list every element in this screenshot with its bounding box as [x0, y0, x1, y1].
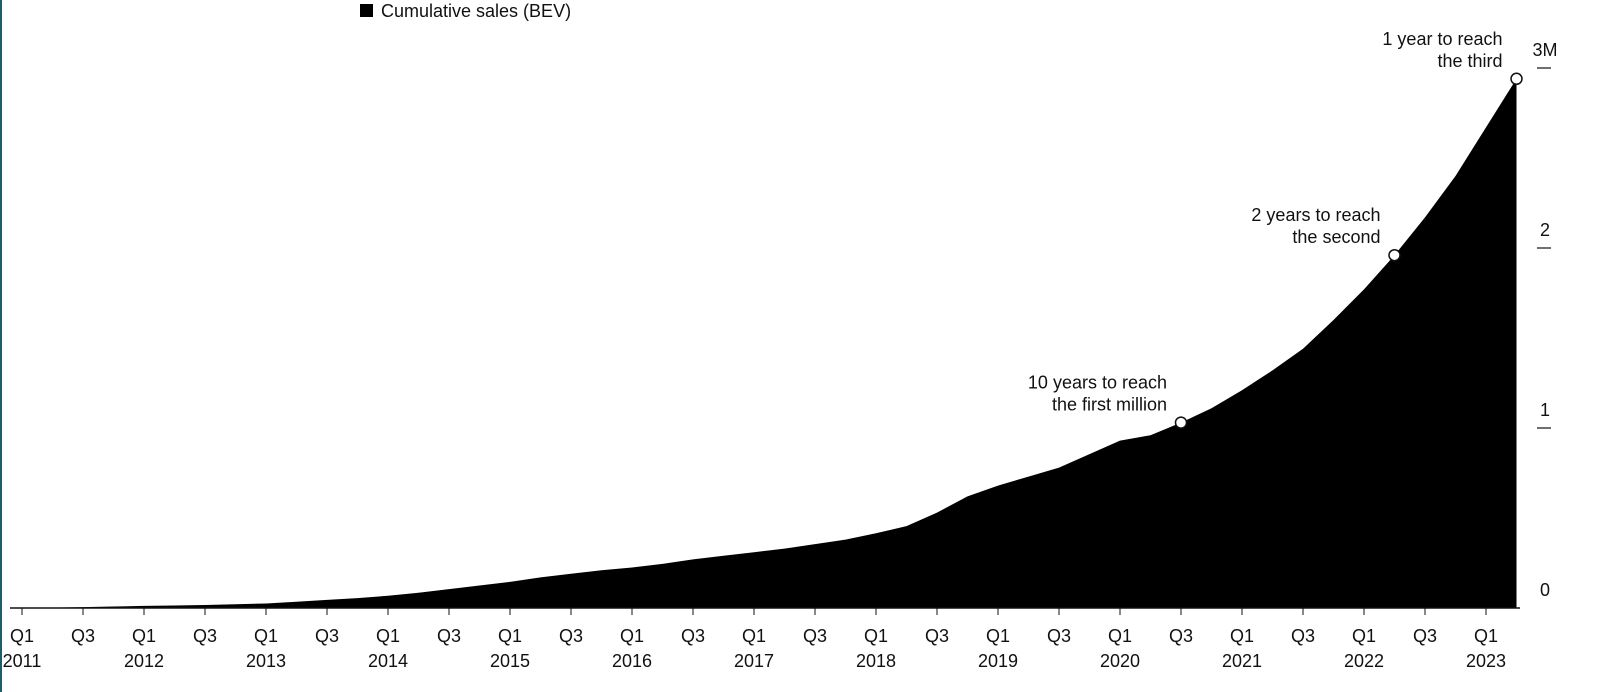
- x-tick-label: Q1 2023: [1466, 626, 1506, 671]
- x-tick-label: Q3: [803, 626, 827, 646]
- milestone-marker: [1388, 248, 1401, 262]
- annotation: 10 years to reach: [1028, 373, 1167, 393]
- x-tick-label: Q3: [1169, 626, 1193, 646]
- x-tick-label: Q1 2019: [978, 626, 1018, 671]
- annotation: 1 year to reach: [1382, 29, 1502, 49]
- edge-rule: [0, 0, 2, 692]
- x-tick-label: Q1 2018: [856, 626, 896, 671]
- x-tick-label: Q1 2022: [1344, 626, 1384, 671]
- x-tick-label: Q1 2011: [3, 626, 42, 671]
- x-tick-label: Q3: [1413, 626, 1437, 646]
- x-tick-label: Q1 2015: [490, 626, 530, 671]
- x-tick-label: Q3: [193, 626, 217, 646]
- y-tick-label: 2: [1540, 220, 1550, 240]
- x-tick-label: Q1 2021: [1222, 626, 1262, 671]
- x-tick-label: Q1 2012: [124, 626, 164, 671]
- x-tick-label: Q1 2020: [1100, 626, 1140, 671]
- annotation: the first million: [1052, 395, 1167, 415]
- x-tick-label: Q3: [925, 626, 949, 646]
- milestone-marker: [1174, 416, 1188, 429]
- area: [22, 78, 1517, 609]
- annotation: the second: [1292, 227, 1380, 247]
- x-tick-label: Q3: [559, 626, 583, 646]
- annotation: 2 years to reach: [1251, 205, 1380, 225]
- x-tick-label: Q3: [71, 626, 95, 646]
- x-tick-label: Q3: [315, 626, 339, 646]
- x-tick-label: Q1 2013: [246, 626, 286, 671]
- x-tick-label: Q3: [681, 626, 705, 646]
- y-tick-label: 3M: [1532, 40, 1557, 60]
- x-tick-label: Q1 2017: [734, 626, 774, 671]
- legend-label: Cumulative sales (BEV): [381, 1, 571, 21]
- annotation: the third: [1437, 51, 1502, 71]
- y-tick-label: 0: [1540, 580, 1550, 600]
- x-tick-label: Q3: [437, 626, 461, 646]
- x-tick-label: Q3: [1047, 626, 1071, 646]
- y-tick-label: 1: [1540, 400, 1550, 420]
- legend-swatch: [360, 4, 373, 17]
- x-tick-label: Q3: [1291, 626, 1315, 646]
- milestone-marker: [1510, 72, 1523, 86]
- x-tick-label: Q1 2016: [612, 626, 652, 671]
- x-tick-label: Q1 2014: [368, 626, 408, 671]
